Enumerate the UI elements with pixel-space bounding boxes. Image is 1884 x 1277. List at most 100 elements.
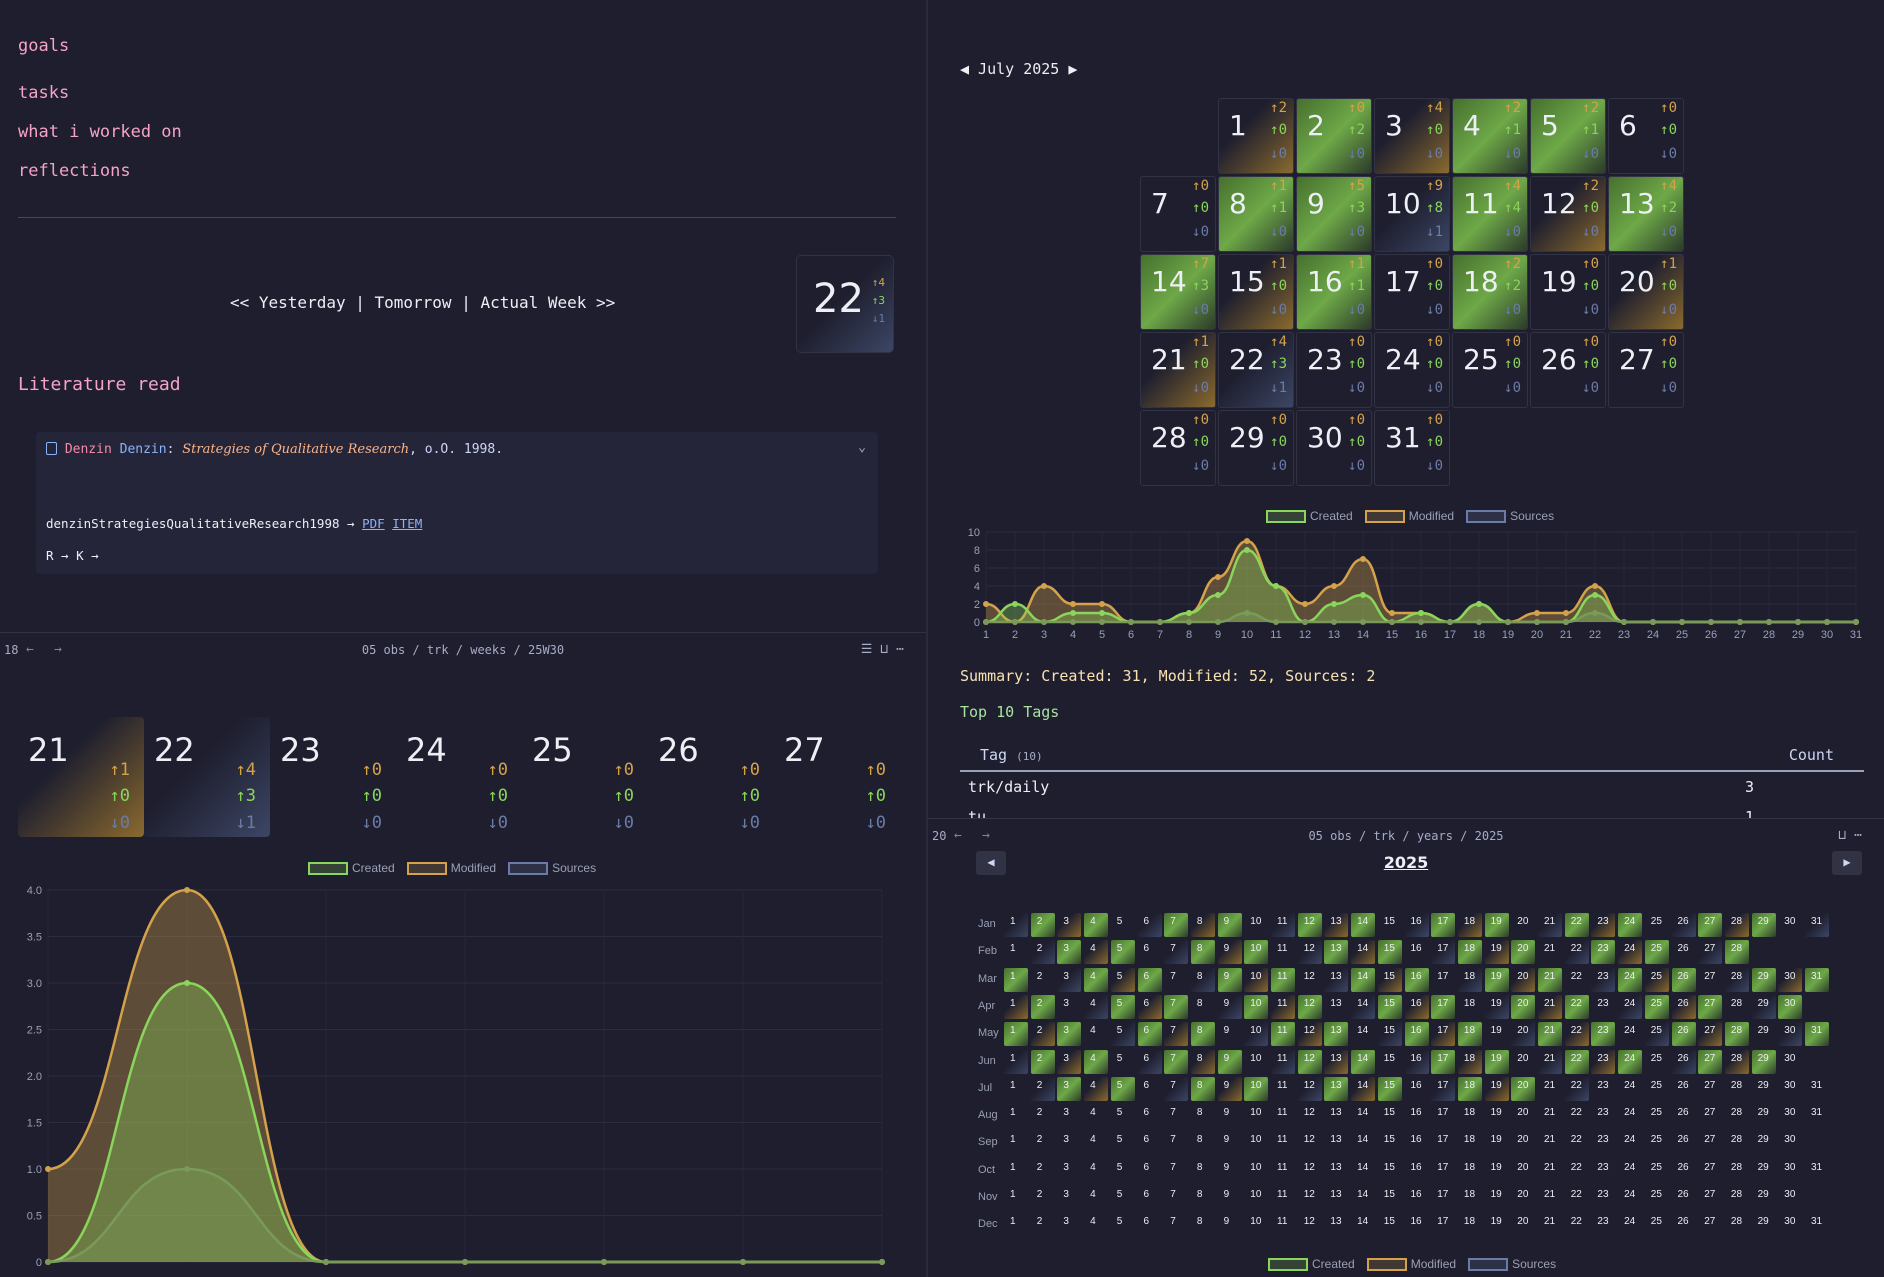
calendar-day[interactable]: 15 ↑1 ↑0 ↓0 xyxy=(1218,254,1294,330)
year-day-cell[interactable]: 21 xyxy=(1538,1076,1562,1101)
year-day-cell[interactable]: 11 xyxy=(1271,1186,1295,1210)
year-day-cell[interactable]: 13 xyxy=(1324,1049,1349,1074)
year-day-cell[interactable]: 1 xyxy=(1004,1022,1028,1047)
year-day-cell[interactable]: 14 xyxy=(1351,913,1376,937)
year-day-cell[interactable]: 24 xyxy=(1618,967,1643,992)
year-day-cell[interactable]: 14 xyxy=(1351,994,1376,1019)
year-day-cell[interactable]: 2 xyxy=(1030,1022,1055,1047)
book-open-icon[interactable]: ⊔ xyxy=(1838,828,1855,843)
year-day-cell[interactable]: 17 xyxy=(1431,913,1456,937)
year-day-cell[interactable]: 20 xyxy=(1511,913,1536,937)
year-day-cell[interactable]: 25 xyxy=(1644,967,1669,992)
year-day-cell[interactable]: 29 xyxy=(1751,1186,1776,1210)
year-day-cell[interactable]: 29 xyxy=(1751,967,1776,992)
year-day-cell[interactable]: 9 xyxy=(1217,1022,1242,1047)
year-day-cell[interactable]: 7 xyxy=(1164,1076,1189,1101)
calendar-day[interactable]: 9 ↑5 ↑3 ↓0 xyxy=(1296,176,1372,252)
year-day-cell[interactable]: 8 xyxy=(1190,1022,1215,1047)
year-day-cell[interactable]: 17 xyxy=(1431,994,1456,1019)
calendar-day[interactable]: 21 ↑1 ↑0 ↓0 xyxy=(1140,332,1216,408)
year-day-cell[interactable]: 24 xyxy=(1618,994,1643,1019)
year-day-cell[interactable]: 2 xyxy=(1030,940,1055,965)
calendar-day[interactable]: 5 ↑2 ↑1 ↓0 xyxy=(1530,98,1606,174)
year-day-cell[interactable]: 14 xyxy=(1351,1213,1376,1238)
year-day-cell[interactable]: 20 xyxy=(1511,1158,1536,1183)
year-day-cell[interactable]: 25 xyxy=(1644,1213,1669,1238)
year-day-cell[interactable]: 19 xyxy=(1484,994,1509,1019)
year-day-cell[interactable]: 10 xyxy=(1244,1049,1269,1074)
calendar-day[interactable]: 10 ↑9 ↑8 ↓1 xyxy=(1374,176,1450,252)
year-day-cell[interactable]: 4 xyxy=(1084,1131,1109,1156)
year-day-cell[interactable]: 3 xyxy=(1057,1186,1082,1210)
year-day-cell[interactable]: 28 xyxy=(1724,1131,1749,1156)
year-day-cell[interactable]: 7 xyxy=(1164,1022,1189,1047)
year-day-cell[interactable]: 27 xyxy=(1698,1049,1723,1074)
year-day-cell[interactable]: 3 xyxy=(1057,1158,1082,1183)
year-day-cell[interactable]: 18 xyxy=(1457,1158,1482,1183)
table-row[interactable]: trk/daily 3 xyxy=(960,771,1864,802)
year-day-cell[interactable]: 16 xyxy=(1404,1076,1429,1101)
year-day-cell[interactable]: 10 xyxy=(1244,1158,1269,1183)
book-open-icon[interactable]: ⊔ xyxy=(880,642,897,657)
year-day-cell[interactable]: 5 xyxy=(1110,1076,1135,1101)
year-day-cell[interactable]: 2 xyxy=(1030,1104,1055,1129)
year-day-cell[interactable]: 10 xyxy=(1244,967,1269,992)
prev-year-button[interactable]: ◀ xyxy=(976,851,1006,875)
year-day-cell[interactable]: 18 xyxy=(1457,1131,1482,1156)
year-day-cell[interactable]: 3 xyxy=(1057,1022,1082,1047)
year-day-cell[interactable]: 11 xyxy=(1271,1158,1295,1183)
year-day-cell[interactable]: 11 xyxy=(1271,1213,1295,1238)
year-day-cell[interactable]: 26 xyxy=(1671,994,1696,1019)
year-day-cell[interactable]: 13 xyxy=(1324,940,1349,965)
year-day-cell[interactable]: 15 xyxy=(1377,1213,1402,1238)
year-day-cell[interactable]: 14 xyxy=(1351,967,1376,992)
count-column-header[interactable]: Count xyxy=(1363,740,1864,772)
chevron-down-icon[interactable]: ⌄ xyxy=(858,440,866,455)
year-day-cell[interactable]: 22 xyxy=(1564,1158,1589,1183)
year-day-cell[interactable]: 26 xyxy=(1671,1104,1696,1129)
year-day-cell[interactable]: 23 xyxy=(1591,1158,1616,1183)
year-day-cell[interactable]: 11 xyxy=(1271,1104,1295,1129)
year-day-cell[interactable]: 28 xyxy=(1724,1213,1749,1238)
calendar-day[interactable]: 25 ↑0 ↑0 ↓0 xyxy=(1452,332,1528,408)
year-day-cell[interactable]: 3 xyxy=(1057,994,1082,1019)
year-day-cell[interactable]: 30 xyxy=(1778,967,1803,992)
year-day-cell[interactable]: 16 xyxy=(1404,913,1429,937)
year-day-cell[interactable]: 25 xyxy=(1644,913,1669,937)
year-day-cell[interactable]: 9 xyxy=(1217,913,1242,937)
year-day-cell[interactable]: 28 xyxy=(1724,994,1749,1019)
year-day-cell[interactable]: 19 xyxy=(1484,1049,1509,1074)
year-day-cell[interactable]: 18 xyxy=(1457,1104,1482,1129)
year-day-cell[interactable]: 17 xyxy=(1431,1213,1456,1238)
year-day-cell[interactable]: 2 xyxy=(1030,994,1055,1019)
list-icon[interactable]: ☰ xyxy=(860,642,881,657)
year-day-cell[interactable]: 9 xyxy=(1217,1158,1242,1183)
year-day-cell[interactable]: 1 xyxy=(1004,1158,1028,1183)
year-day-cell[interactable]: 16 xyxy=(1404,1131,1429,1156)
today-card[interactable]: 22 ↑4 ↑3 ↓1 xyxy=(796,255,894,353)
year-day-cell[interactable]: 4 xyxy=(1084,1076,1109,1101)
year-day-cell[interactable]: 4 xyxy=(1084,913,1109,937)
year-day-cell[interactable]: 9 xyxy=(1217,967,1242,992)
calendar-day[interactable]: 22 ↑4 ↑3 ↓1 xyxy=(1218,332,1294,408)
year-day-cell[interactable]: 7 xyxy=(1164,1213,1189,1238)
year-day-cell[interactable]: 11 xyxy=(1271,1022,1295,1047)
year-day-cell[interactable]: 7 xyxy=(1164,1158,1189,1183)
year-day-cell[interactable]: 17 xyxy=(1431,940,1456,965)
year-day-cell[interactable]: 5 xyxy=(1110,1049,1135,1074)
year-day-cell[interactable]: 28 xyxy=(1724,1049,1749,1074)
year-day-cell[interactable]: 16 xyxy=(1404,1186,1429,1210)
year-day-cell[interactable]: 30 xyxy=(1778,1049,1803,1074)
year-day-cell[interactable]: 18 xyxy=(1457,1022,1482,1047)
year-day-cell[interactable]: 29 xyxy=(1751,1022,1776,1047)
year-day-cell[interactable]: 31 xyxy=(1805,1158,1829,1183)
year-day-cell[interactable]: 22 xyxy=(1564,1104,1589,1129)
year-day-cell[interactable]: 11 xyxy=(1271,913,1295,937)
year-day-cell[interactable]: 19 xyxy=(1484,967,1509,992)
year-day-cell[interactable]: 25 xyxy=(1644,1022,1669,1047)
calendar-day[interactable]: 31 ↑0 ↑0 ↓0 xyxy=(1374,410,1450,486)
year-day-cell[interactable]: 8 xyxy=(1190,967,1215,992)
year-day-cell[interactable]: 13 xyxy=(1324,1131,1349,1156)
year-day-cell[interactable]: 29 xyxy=(1751,1131,1776,1156)
calendar-day[interactable]: 30 ↑0 ↑0 ↓0 xyxy=(1296,410,1372,486)
